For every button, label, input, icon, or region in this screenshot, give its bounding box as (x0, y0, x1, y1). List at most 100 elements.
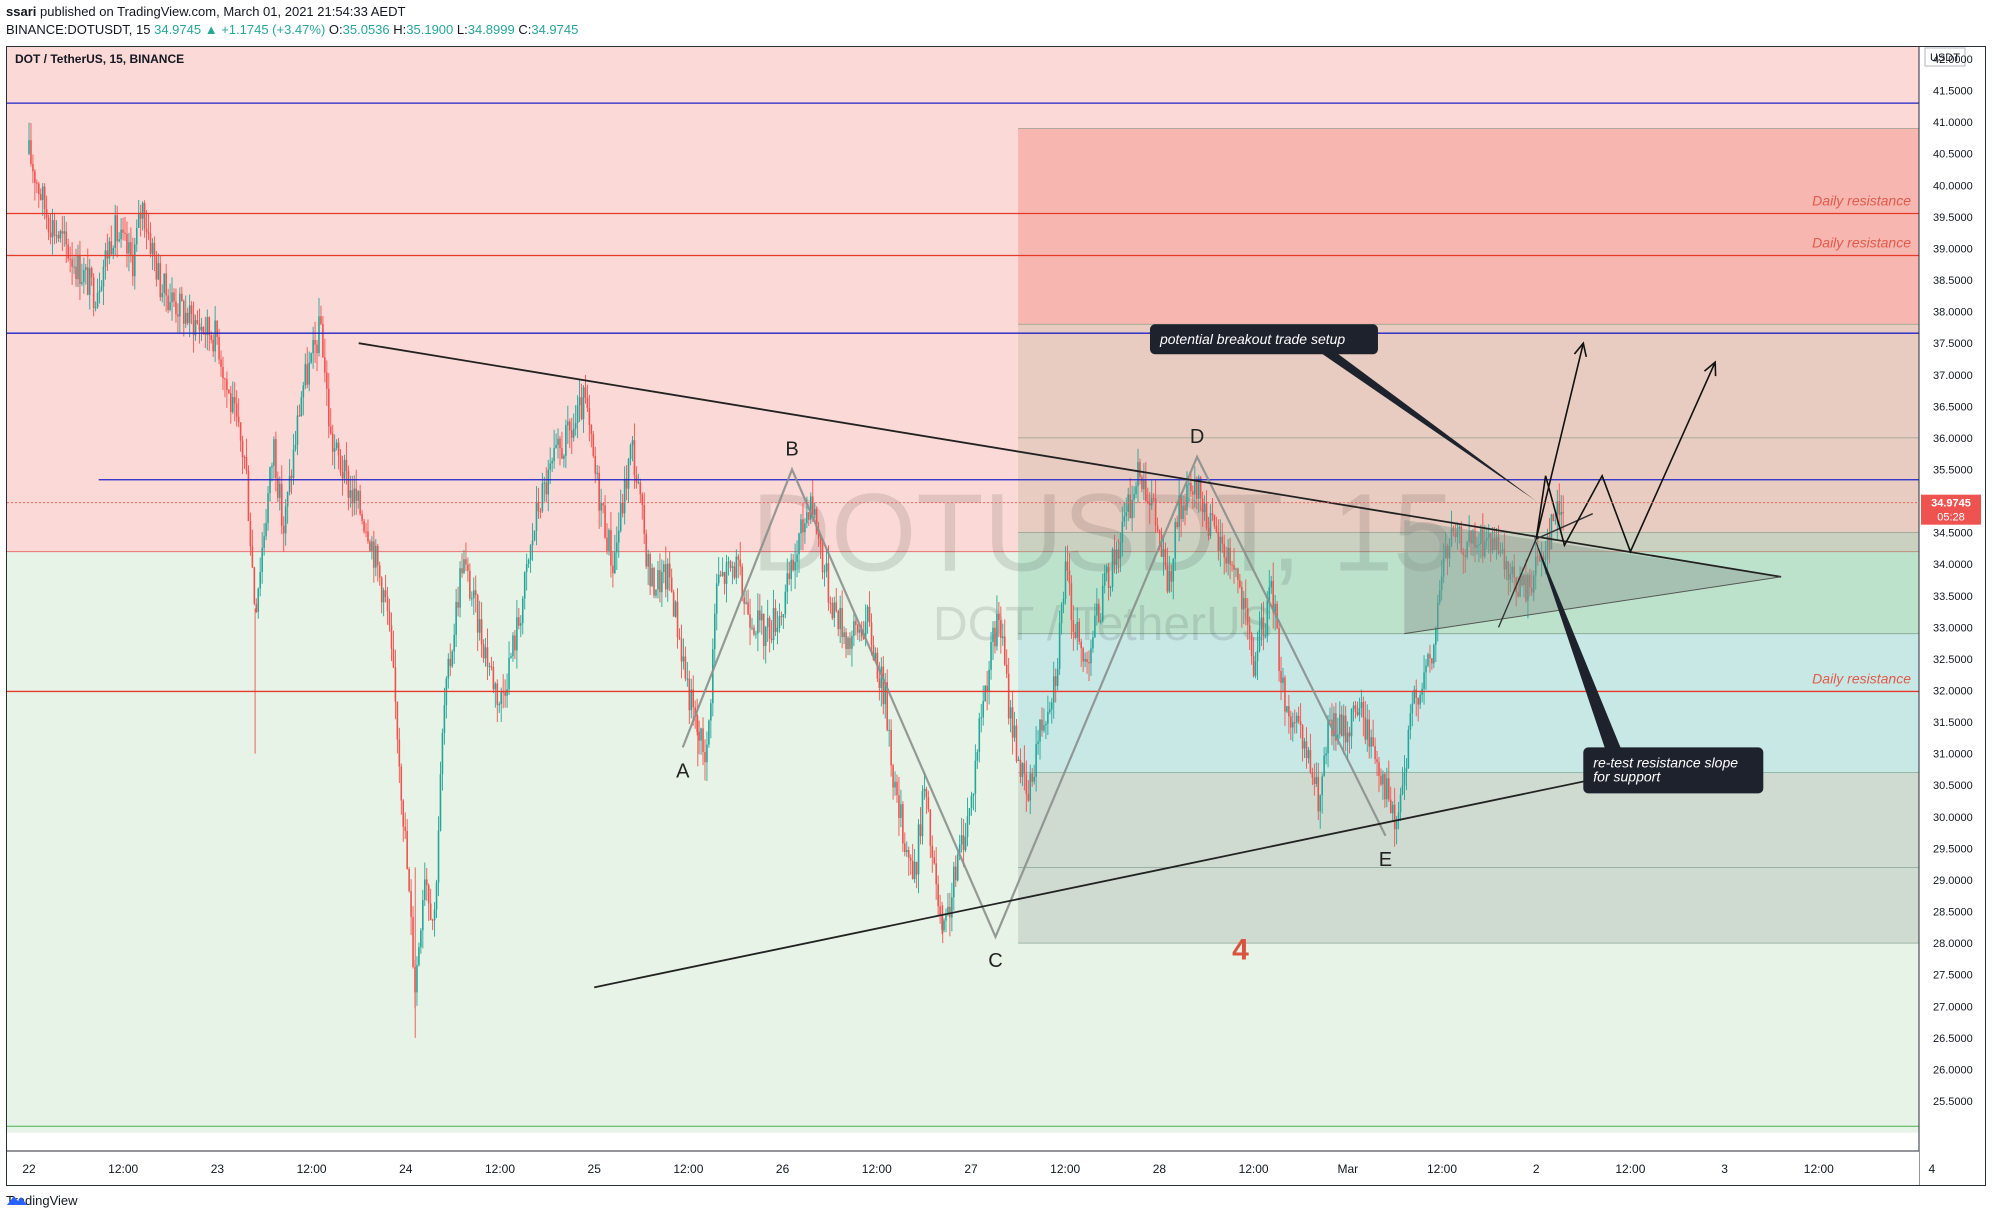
candle-body (1456, 528, 1459, 537)
candle-body (682, 656, 685, 662)
candle-body (1272, 581, 1274, 613)
candle-body (153, 242, 156, 257)
candle-body (149, 233, 152, 254)
candle-body (1256, 650, 1259, 662)
candle-body (753, 627, 755, 635)
candle-body (851, 635, 853, 649)
candle-body (870, 622, 873, 646)
candle-body (1538, 556, 1541, 562)
candle-body (1372, 737, 1374, 747)
candle-body (233, 397, 236, 404)
candle-body (1258, 629, 1261, 651)
wave-label-4: 4 (1232, 933, 1249, 966)
candle-body (39, 194, 42, 201)
tradingview-logo-icon (7, 1196, 27, 1205)
candle-body (135, 228, 138, 245)
candle-body (1209, 513, 1212, 536)
candle-body (502, 691, 504, 693)
candle-body (167, 295, 169, 310)
candle-body (1484, 540, 1486, 557)
candle-body (619, 502, 622, 531)
candle-body (878, 678, 881, 689)
candle-body (886, 681, 888, 731)
candle-body (361, 514, 363, 521)
candle-body (439, 773, 442, 831)
candle-body (514, 635, 516, 651)
candle-body (1376, 759, 1378, 763)
candle-body (933, 857, 936, 864)
x-tick-label: 24 (399, 1162, 413, 1176)
candle-body (1211, 513, 1214, 515)
candle-body (235, 403, 238, 417)
candle-body (1358, 707, 1361, 715)
candle-body (1131, 499, 1133, 519)
footer-brand[interactable]: TradingView (6, 1193, 78, 1208)
candle-body (937, 884, 939, 907)
candle-body (472, 590, 475, 599)
candle-body (145, 228, 148, 233)
open-value: 35.0536 (342, 22, 390, 37)
candle-body (1297, 715, 1300, 722)
candle-body (915, 861, 918, 875)
candle-body (184, 312, 187, 324)
candle-body (819, 538, 822, 545)
candle-body (1335, 713, 1337, 741)
target-zone-mid (1018, 324, 1919, 533)
candle-body (1286, 706, 1288, 712)
candle-body (525, 564, 528, 573)
candle-body (1113, 549, 1116, 565)
wave-label-D: D (1190, 426, 1204, 448)
candle-body (1005, 664, 1008, 674)
author-name[interactable]: ssari (6, 4, 37, 19)
candle-body (1270, 581, 1273, 588)
candle-body (598, 472, 600, 511)
candle-body (1146, 500, 1149, 503)
candle-body (249, 521, 252, 547)
candle-body (980, 717, 983, 719)
candle-body (947, 906, 949, 915)
wave-label-B: B (785, 438, 798, 460)
candle-body (198, 323, 201, 331)
candle-body (1237, 568, 1239, 581)
candle-body (974, 760, 977, 794)
candle-body (1542, 555, 1545, 560)
candle-body (259, 572, 262, 589)
candle-body (627, 459, 630, 489)
candle-body (882, 666, 885, 705)
candle-body (1429, 654, 1431, 659)
candle-body (1178, 495, 1180, 528)
candle-body (804, 523, 806, 533)
candle-body (661, 571, 663, 593)
candle-body (1070, 583, 1073, 621)
candle-body (376, 545, 379, 566)
candle-body (1002, 636, 1004, 639)
candle-body (761, 613, 763, 621)
candle-body (1497, 536, 1500, 554)
candle-body (329, 426, 332, 434)
candle-body (382, 590, 385, 603)
candle-body (1099, 620, 1102, 622)
candle-body (1505, 561, 1508, 570)
candle-body (1452, 528, 1455, 533)
x-tick-label: 12:00 (1615, 1162, 1645, 1176)
candle-body (639, 482, 642, 495)
candle-body (1150, 498, 1153, 506)
candle-body (173, 292, 175, 302)
candle-body (606, 537, 608, 551)
candle-body (696, 714, 698, 732)
candle-body (186, 312, 189, 324)
candle-body (179, 293, 181, 317)
candle-body (461, 568, 463, 574)
candle-body (1195, 478, 1198, 499)
candle-body (721, 572, 724, 576)
candle-body (508, 657, 510, 690)
candle-body (1164, 549, 1167, 566)
candle-body (954, 866, 957, 881)
candle-body (917, 824, 920, 875)
candle-body (1062, 598, 1065, 605)
candle-body (608, 530, 610, 551)
candle-body (537, 501, 540, 512)
candle-body (706, 744, 708, 763)
